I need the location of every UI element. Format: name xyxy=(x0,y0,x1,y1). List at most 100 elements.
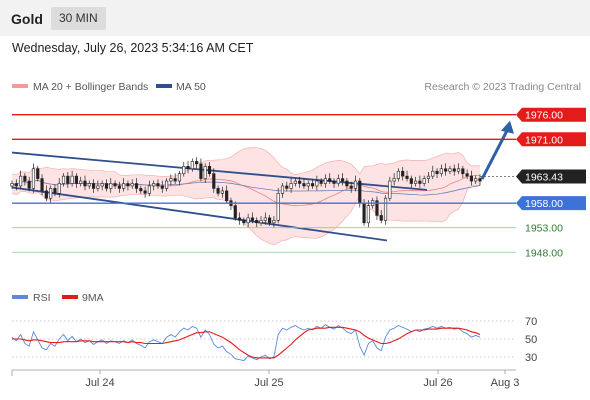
candle-body xyxy=(134,183,139,189)
candle-body xyxy=(465,173,469,177)
candle-body xyxy=(298,180,302,184)
candle-body xyxy=(383,197,388,221)
resistance-1-tag xyxy=(516,132,586,147)
chart-timestamp: Wednesday, July 26, 2023 5:34:16 AM CET xyxy=(12,41,254,55)
candle-body xyxy=(358,180,362,204)
legend-bollinger: MA 20 + Bollinger Bands xyxy=(33,81,148,93)
bollinger-lower-line xyxy=(11,184,481,246)
candle-body xyxy=(156,183,160,187)
candle-body xyxy=(177,173,182,182)
candle-body xyxy=(190,161,194,170)
candle-body xyxy=(130,183,134,187)
candle-body xyxy=(268,217,272,224)
candle-body xyxy=(53,188,57,194)
rsi-line xyxy=(11,324,481,362)
candle-body xyxy=(401,170,405,177)
candle-body xyxy=(272,220,276,224)
candle-body xyxy=(285,185,289,189)
candle-body xyxy=(113,183,117,187)
time-axis: Jul 24 Jul 25 Jul 26 Aug 3 xyxy=(11,369,520,389)
candle-body xyxy=(293,180,297,184)
interval-button[interactable]: 30 MIN xyxy=(51,7,106,30)
legend-swatch-rsi xyxy=(12,295,28,299)
candle-body xyxy=(315,180,319,187)
candle-body xyxy=(10,183,14,187)
candle-body xyxy=(195,161,199,165)
candle-body xyxy=(431,170,435,177)
resistance-2-tag xyxy=(516,107,586,122)
candle-body xyxy=(14,183,18,187)
candle-body xyxy=(392,178,396,182)
candle-body xyxy=(49,188,53,199)
candle-body xyxy=(57,183,61,194)
candle-body xyxy=(40,178,44,192)
candle-body xyxy=(109,183,113,189)
candle-body xyxy=(388,180,392,199)
legend-swatch-bollinger xyxy=(12,84,28,88)
candle-body xyxy=(289,183,293,189)
candle-body xyxy=(263,217,267,221)
current-price-label: 1963.43 xyxy=(525,171,563,183)
candle-body xyxy=(426,175,431,179)
candle-body xyxy=(349,185,353,189)
candle-body xyxy=(220,190,224,194)
candle-body xyxy=(122,183,126,189)
candle-body xyxy=(203,166,207,179)
current-price-tag xyxy=(516,169,586,184)
candle-body xyxy=(336,178,340,184)
candle-body xyxy=(345,180,349,187)
candle-body xyxy=(302,183,306,187)
candle-body xyxy=(456,168,461,172)
candle-body xyxy=(70,175,74,184)
candle-body xyxy=(31,168,36,189)
candle-body xyxy=(276,193,280,221)
candle-body xyxy=(478,178,482,182)
rsi-ma-line xyxy=(12,326,481,359)
candle-body xyxy=(469,175,473,182)
research-credit: Research © 2023 Trading Central xyxy=(424,81,581,93)
candle-body xyxy=(452,168,456,172)
rsi-tick-50: 50 xyxy=(525,334,537,346)
chart-header: Gold 30 MIN xyxy=(0,0,590,36)
candle-body xyxy=(169,178,173,182)
candle-body xyxy=(310,183,315,187)
resistance-1-label: 1971.00 xyxy=(525,134,563,146)
candle-body xyxy=(139,188,143,192)
candle-body xyxy=(255,220,259,224)
candle-body xyxy=(306,183,310,187)
instrument-title: Gold xyxy=(11,11,43,27)
candle-body xyxy=(448,168,452,172)
candle-body xyxy=(396,170,400,179)
candle-body xyxy=(237,217,242,221)
candle-body xyxy=(474,178,478,182)
candle-body xyxy=(104,183,109,189)
candle-body xyxy=(341,178,345,182)
forecast-arrow-head xyxy=(501,120,514,134)
support-1-label: 1953.00 xyxy=(525,223,563,235)
candle-body xyxy=(212,173,216,189)
candle-body xyxy=(83,180,87,187)
candle-body xyxy=(332,180,336,184)
support-2-label: 1948.00 xyxy=(525,247,563,259)
candle-body xyxy=(444,168,448,172)
candle-body xyxy=(414,180,418,184)
candle-body xyxy=(319,180,323,184)
candle-body xyxy=(280,185,285,194)
rsi-panel: RSI 9MA 70 50 30 xyxy=(11,292,537,364)
candle-body xyxy=(242,220,246,224)
candle-body xyxy=(362,202,366,224)
candle-body xyxy=(353,180,358,189)
candle-body xyxy=(409,178,413,184)
price-levels: 1976.00 1971.00 1958.00 1953.00 1948.00 1963.… xyxy=(12,107,586,259)
candle-body xyxy=(27,180,31,189)
x-tick-label: Aug 3 xyxy=(491,377,520,389)
candle-body xyxy=(61,175,66,184)
legend-rsi: RSI xyxy=(33,292,51,304)
candle-body xyxy=(405,175,409,179)
candle-body xyxy=(164,180,169,189)
candle-body xyxy=(259,220,263,224)
channel-lower-line xyxy=(11,186,388,242)
bollinger-upper-line xyxy=(11,147,481,177)
candle-body xyxy=(225,190,229,201)
